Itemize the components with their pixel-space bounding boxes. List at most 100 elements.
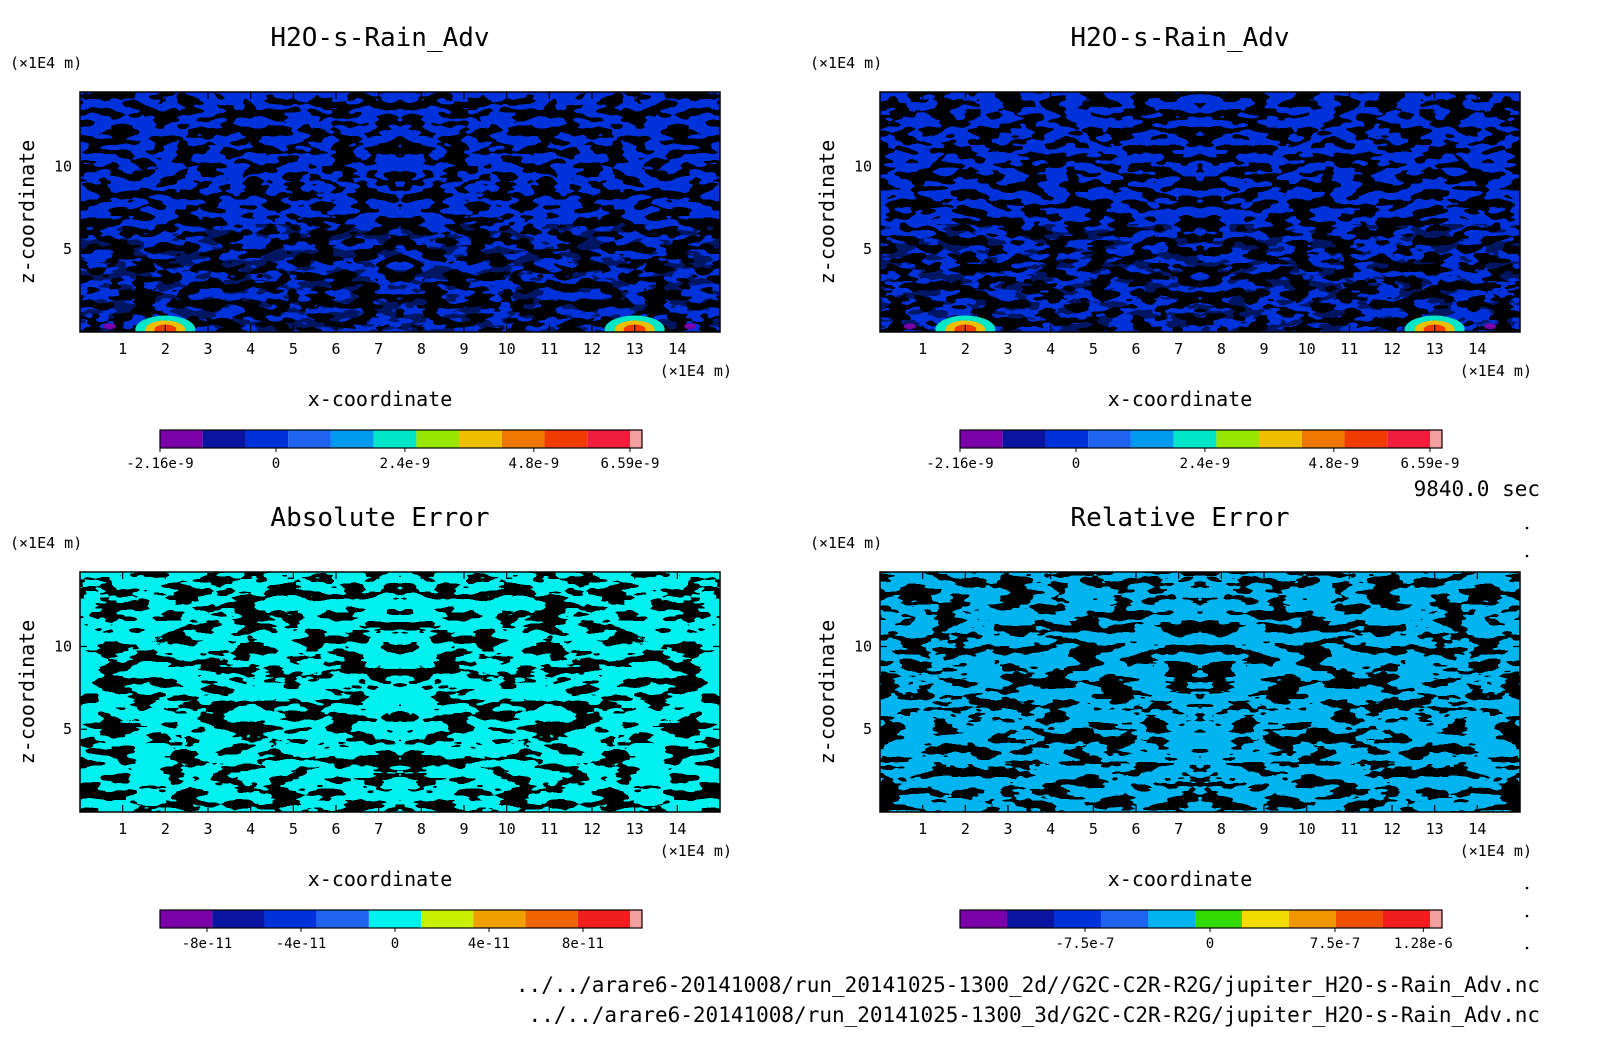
x-tick-label: 8 [417, 340, 426, 358]
x-tick-label: 3 [203, 820, 212, 838]
x-axis-label: x-coordinate [308, 867, 453, 891]
x-unit-label: (×1E4 m) [660, 362, 732, 380]
x-tick-label: 1 [118, 340, 127, 358]
colorbar-label: -7.5e-7 [1055, 936, 1114, 952]
marker-dot [1525, 886, 1529, 890]
x-tick-label: 4 [246, 820, 255, 838]
field-layer-mirror [1200, 572, 1520, 812]
colorbar-swatch [1002, 430, 1046, 448]
colorbar-frame [959, 909, 1443, 929]
heatmap-field [80, 92, 720, 332]
x-axis-label: x-coordinate [1108, 867, 1253, 891]
x-tick-label: 10 [1298, 340, 1316, 358]
colorbar-swatch [1054, 910, 1101, 928]
x-tick-label: 8 [1217, 340, 1226, 358]
trough [684, 323, 697, 330]
x-tick-label: 3 [1003, 340, 1012, 358]
colorbar-swatch [1383, 910, 1430, 928]
x-tick-label: 2 [961, 340, 970, 358]
x-tick-label: 9 [1259, 340, 1268, 358]
colorbar-swatch [587, 430, 630, 448]
x-tick-label: 4 [1046, 340, 1055, 358]
x-tick-label: 12 [1383, 340, 1401, 358]
x-tick-label: 9 [459, 340, 468, 358]
x-tick-label: 14 [1468, 820, 1486, 838]
colorbar-swatch [1101, 910, 1148, 928]
colorbar-label: 0 [1206, 936, 1214, 952]
colorbar-swatch [1336, 910, 1383, 928]
x-tick-label: 9 [1259, 820, 1268, 838]
x-tick-label: 11 [1340, 820, 1358, 838]
colorbar-label: -8e-11 [182, 936, 233, 952]
colorbar-swatch [1430, 430, 1442, 448]
y-axis-label: z-coordinate [815, 140, 839, 285]
colorbar-frame [959, 429, 1443, 449]
file-path-1: ../../arare6-20141008/run_20141025-1300_… [516, 973, 1540, 997]
chart-title: H2O-s-Rain_Adv [270, 23, 489, 53]
colorbar-label: 8e-11 [562, 936, 604, 952]
heatmap-field [80, 572, 720, 812]
trough [103, 323, 116, 330]
field-region [80, 572, 400, 812]
y-tick-label: 5 [863, 720, 872, 738]
y-tick-label: 5 [63, 240, 72, 258]
colorbar-label: 0 [1072, 456, 1080, 472]
colorbar-swatch [1130, 430, 1174, 448]
heatmap-field [880, 92, 1520, 332]
colorbar-label: 6.59e-9 [600, 456, 659, 472]
colorbar-swatch [1173, 430, 1217, 448]
colorbar-swatch [501, 430, 545, 448]
x-tick-label: 1 [918, 340, 927, 358]
colorbar-swatch [1195, 910, 1242, 928]
x-tick-label: 10 [498, 820, 516, 838]
x-tick-label: 11 [1340, 340, 1358, 358]
colorbar-swatch [416, 430, 460, 448]
x-tick-label: 6 [1131, 820, 1140, 838]
x-tick-label: 4 [246, 340, 255, 358]
y-unit-label: (×1E4 m) [810, 534, 882, 552]
colorbar-label: 6.59e-9 [1400, 456, 1459, 472]
x-tick-label: 6 [331, 340, 340, 358]
x-tick-label: 10 [498, 340, 516, 358]
trough [1484, 323, 1497, 330]
x-tick-label: 2 [961, 820, 970, 838]
plot-frame [879, 91, 1521, 333]
x-tick-label: 12 [583, 820, 601, 838]
x-tick-label: 5 [1089, 340, 1098, 358]
x-unit-label: (×1E4 m) [1460, 842, 1532, 860]
x-tick-label: 2 [161, 820, 170, 838]
x-tick-label: 7 [1174, 820, 1183, 838]
x-tick-label: 13 [626, 820, 644, 838]
panel-2: 1 2 3 4 5 6 7 8 9 10 11 12 13 14510H2O-s-Rain_Adv(×1E… [810, 23, 1532, 472]
x-tick-label: 14 [668, 340, 686, 358]
colorbar-label: 1.28e-6 [1394, 936, 1453, 952]
x-tick-label: 7 [374, 820, 383, 838]
colorbar-swatch [288, 430, 331, 448]
colorbar-frame [159, 429, 643, 449]
colorbar-label: 4.8e-9 [1309, 456, 1360, 472]
y-axis-label: z-coordinate [15, 620, 39, 765]
field-layer [80, 572, 400, 812]
colorbar-label: -2.16e-9 [126, 456, 193, 472]
field-layer [880, 572, 1200, 812]
colorbar-label: 7.5e-7 [1310, 936, 1361, 952]
y-axis-label: z-coordinate [815, 620, 839, 765]
x-tick-label: 13 [1426, 340, 1444, 358]
colorbar-swatch [1242, 910, 1289, 928]
colorbar-label: 0 [391, 936, 399, 952]
colorbar-swatch [1148, 910, 1195, 928]
colorbar-swatch [525, 910, 578, 928]
chart-title: H2O-s-Rain_Adv [1070, 23, 1289, 53]
x-axis-label: x-coordinate [308, 387, 453, 411]
y-axis-label: z-coordinate [15, 140, 39, 285]
colorbar-swatch [630, 910, 642, 928]
x-unit-label: (×1E4 m) [660, 842, 732, 860]
file-path-2: ../../arare6-20141008/run_20141025-1300_… [529, 1003, 1540, 1027]
marker-dot [1525, 946, 1529, 950]
y-tick-label: 10 [54, 157, 72, 175]
x-tick-label: 13 [1426, 820, 1444, 838]
colorbar-swatch [421, 910, 474, 928]
x-tick-label: 11 [540, 820, 558, 838]
field-accent [880, 224, 1520, 332]
